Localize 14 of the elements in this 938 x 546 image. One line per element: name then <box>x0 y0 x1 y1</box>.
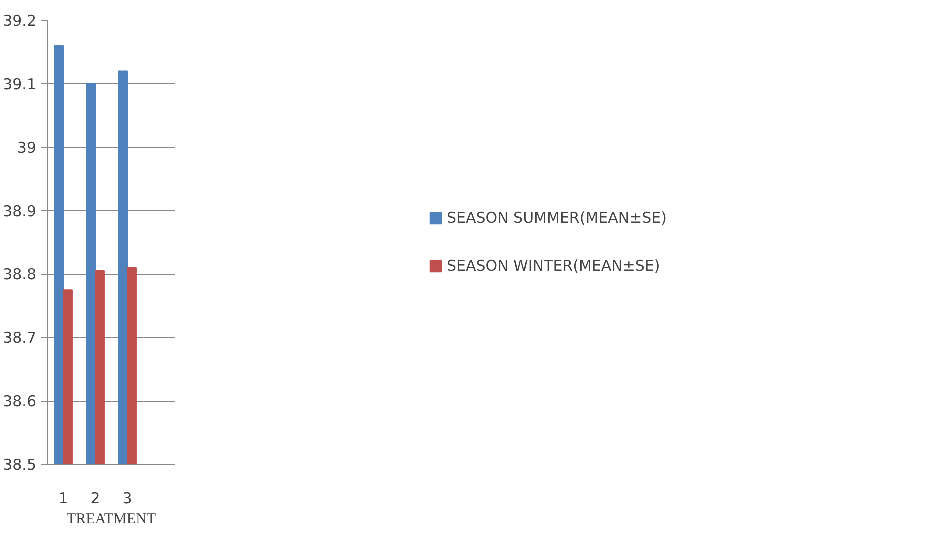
y-tick-label: 39 <box>17 138 37 157</box>
y-tick-label: 38.5 <box>3 456 37 474</box>
legend-label: SEASON SUMMER(MEAN±SE) <box>446 209 668 227</box>
y-tick-label: 39.2 <box>3 12 37 30</box>
x-tick-label: 3 <box>122 490 132 508</box>
x-tick-label: 2 <box>90 490 100 508</box>
y-tick-label: 38.6 <box>3 392 37 411</box>
legend-label: SEASON WINTER(MEAN±SE) <box>446 257 660 275</box>
y-tick-label: 38.8 <box>3 266 37 284</box>
x-axis-title: TREATMENT <box>66 512 156 528</box>
x-tick-label: 1 <box>58 490 68 508</box>
y-tick-label: 38.7 <box>3 329 37 348</box>
y-tick-label: 39.1 <box>3 75 37 94</box>
y-tick-label: 38.9 <box>3 202 37 220</box>
